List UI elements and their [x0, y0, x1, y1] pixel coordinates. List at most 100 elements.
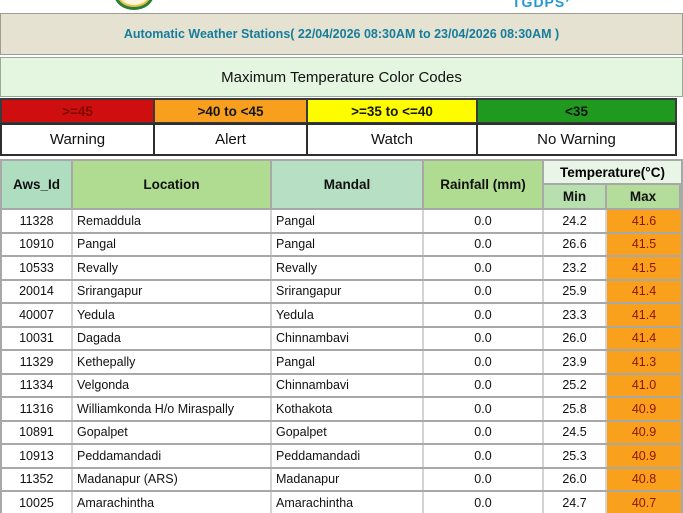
cell-min: 23.3: [544, 304, 607, 326]
cell-min: 26.0: [544, 327, 607, 349]
cell-location: Revally: [73, 257, 272, 279]
cell-rainfall: 0.0: [424, 468, 544, 490]
report-header-bar: Automatic Weather Stations( 22/04/2026 0…: [0, 13, 683, 55]
cell-rainfall: 0.0: [424, 374, 544, 396]
legend-range-cell: >=45: [0, 98, 155, 124]
table-row: 20014 Srirangapur Srirangapur 0.0 25.9 41.4: [2, 278, 681, 302]
cell-mandal: Chinnambavi: [272, 327, 424, 349]
cell-mandal: Pangal: [272, 233, 424, 255]
cell-mandal: Chinnambavi: [272, 374, 424, 396]
cell-aws-id: 10910: [2, 233, 73, 255]
agency-logo-icon: [114, 0, 154, 10]
brand-swoosh-icon: ❜: [565, 0, 571, 10]
aws-data-table: Aws_Id Location Mandal Rainfall (mm) Tem…: [0, 159, 683, 513]
cell-aws-id: 10025: [2, 492, 73, 513]
cell-min: 24.5: [544, 421, 607, 443]
column-header-temperature: Temperature(°C): [544, 161, 681, 185]
cell-aws-id: 10913: [2, 445, 73, 467]
table-row: 11328 Remaddula Pangal 0.0 24.2 41.6: [2, 208, 681, 232]
legend-range-cell: >=35 to <=40: [306, 98, 478, 124]
legend-severity-cell: No Warning: [476, 123, 677, 156]
table-row: 10913 Peddamandadi Peddamandadi 0.0 25.3 40.9: [2, 443, 681, 467]
cell-mandal: Kothakota: [272, 398, 424, 420]
cell-max: 40.7: [607, 492, 681, 513]
page-title: Maximum Temperature Color Codes: [221, 68, 462, 86]
cell-min: 25.8: [544, 398, 607, 420]
cell-rainfall: 0.0: [424, 398, 544, 420]
legend-severity-cell: Warning: [0, 123, 155, 156]
cell-mandal: Pangal: [272, 210, 424, 232]
table-row: 11334 Velgonda Chinnambavi 0.0 25.2 41.0: [2, 372, 681, 396]
cell-max: 41.3: [607, 351, 681, 373]
cell-aws-id: 10031: [2, 327, 73, 349]
cell-min: 26.6: [544, 233, 607, 255]
column-header-location: Location: [73, 161, 272, 208]
cell-location: Velgonda: [73, 374, 272, 396]
legend-range-cell: >40 to <45: [153, 98, 308, 124]
cell-location: Peddamandadi: [73, 445, 272, 467]
cell-location: Madanapur (ARS): [73, 468, 272, 490]
column-header-rainfall: Rainfall (mm): [424, 161, 544, 208]
column-header-mandal: Mandal: [272, 161, 424, 208]
table-row: 11352 Madanapur (ARS) Madanapur 0.0 26.0 40.8: [2, 466, 681, 490]
cell-max: 41.6: [607, 210, 681, 232]
cell-location: Williamkonda H/o Miraspally: [73, 398, 272, 420]
cell-rainfall: 0.0: [424, 492, 544, 513]
cell-max: 40.9: [607, 445, 681, 467]
cell-min: 25.3: [544, 445, 607, 467]
table-row: 40007 Yedula Yedula 0.0 23.3 41.4: [2, 302, 681, 326]
cell-min: 26.0: [544, 468, 607, 490]
cell-mandal: Amarachintha: [272, 492, 424, 513]
report-header-text: Automatic Weather Stations( 22/04/2026 0…: [123, 27, 560, 41]
cell-max: 40.9: [607, 398, 681, 420]
cell-max: 40.8: [607, 468, 681, 490]
cell-min: 25.2: [544, 374, 607, 396]
cell-location: Remaddula: [73, 210, 272, 232]
legend-severity-cell: Watch: [306, 123, 478, 156]
cell-max: 40.9: [607, 421, 681, 443]
cell-rainfall: 0.0: [424, 421, 544, 443]
cell-location: Yedula: [73, 304, 272, 326]
cell-max: 41.4: [607, 327, 681, 349]
legend-range-cell: <35: [476, 98, 677, 124]
cell-min: 23.2: [544, 257, 607, 279]
cell-max: 41.0: [607, 374, 681, 396]
table-row: 10891 Gopalpet Gopalpet 0.0 24.5 40.9: [2, 419, 681, 443]
cell-rainfall: 0.0: [424, 327, 544, 349]
cell-rainfall: 0.0: [424, 233, 544, 255]
cell-rainfall: 0.0: [424, 304, 544, 326]
top-strip: TGDPS❜: [0, 0, 683, 13]
cell-mandal: Gopalpet: [272, 421, 424, 443]
cell-aws-id: 40007: [2, 304, 73, 326]
cell-location: Pangal: [73, 233, 272, 255]
cell-mandal: Revally: [272, 257, 424, 279]
column-header-max: Max: [607, 185, 679, 208]
cell-min: 23.9: [544, 351, 607, 373]
cell-min: 25.9: [544, 280, 607, 302]
cell-mandal: Srirangapur: [272, 280, 424, 302]
table-row: 10910 Pangal Pangal 0.0 26.6 41.5: [2, 231, 681, 255]
cell-mandal: Peddamandadi: [272, 445, 424, 467]
temperature-legend-severities: Warning Alert Watch No Warning: [0, 123, 683, 156]
table-row: 11316 Williamkonda H/o Miraspally Kothakot…: [2, 396, 681, 420]
cell-mandal: Yedula: [272, 304, 424, 326]
cell-aws-id: 10891: [2, 421, 73, 443]
cell-aws-id: 11334: [2, 374, 73, 396]
cell-mandal: Madanapur: [272, 468, 424, 490]
cell-aws-id: 11316: [2, 398, 73, 420]
cell-location: Kethepally: [73, 351, 272, 373]
cell-location: Dagada: [73, 327, 272, 349]
column-header-aws-id: Aws_Id: [2, 161, 73, 208]
cell-max: 41.5: [607, 233, 681, 255]
cell-min: 24.2: [544, 210, 607, 232]
table-row: 11329 Kethepally Pangal 0.0 23.9 41.3: [2, 349, 681, 373]
column-header-min: Min: [544, 185, 607, 208]
cell-aws-id: 11328: [2, 210, 73, 232]
cell-mandal: Pangal: [272, 351, 424, 373]
cell-rainfall: 0.0: [424, 351, 544, 373]
cell-max: 41.5: [607, 257, 681, 279]
column-group-temperature: Temperature(°C) Min Max: [544, 161, 681, 208]
table-row: 10025 Amarachintha Amarachintha 0.0 24.7 40.7: [2, 490, 681, 513]
temperature-legend-ranges: >=45 >40 to <45 >=35 to <=40 <35: [0, 98, 683, 124]
